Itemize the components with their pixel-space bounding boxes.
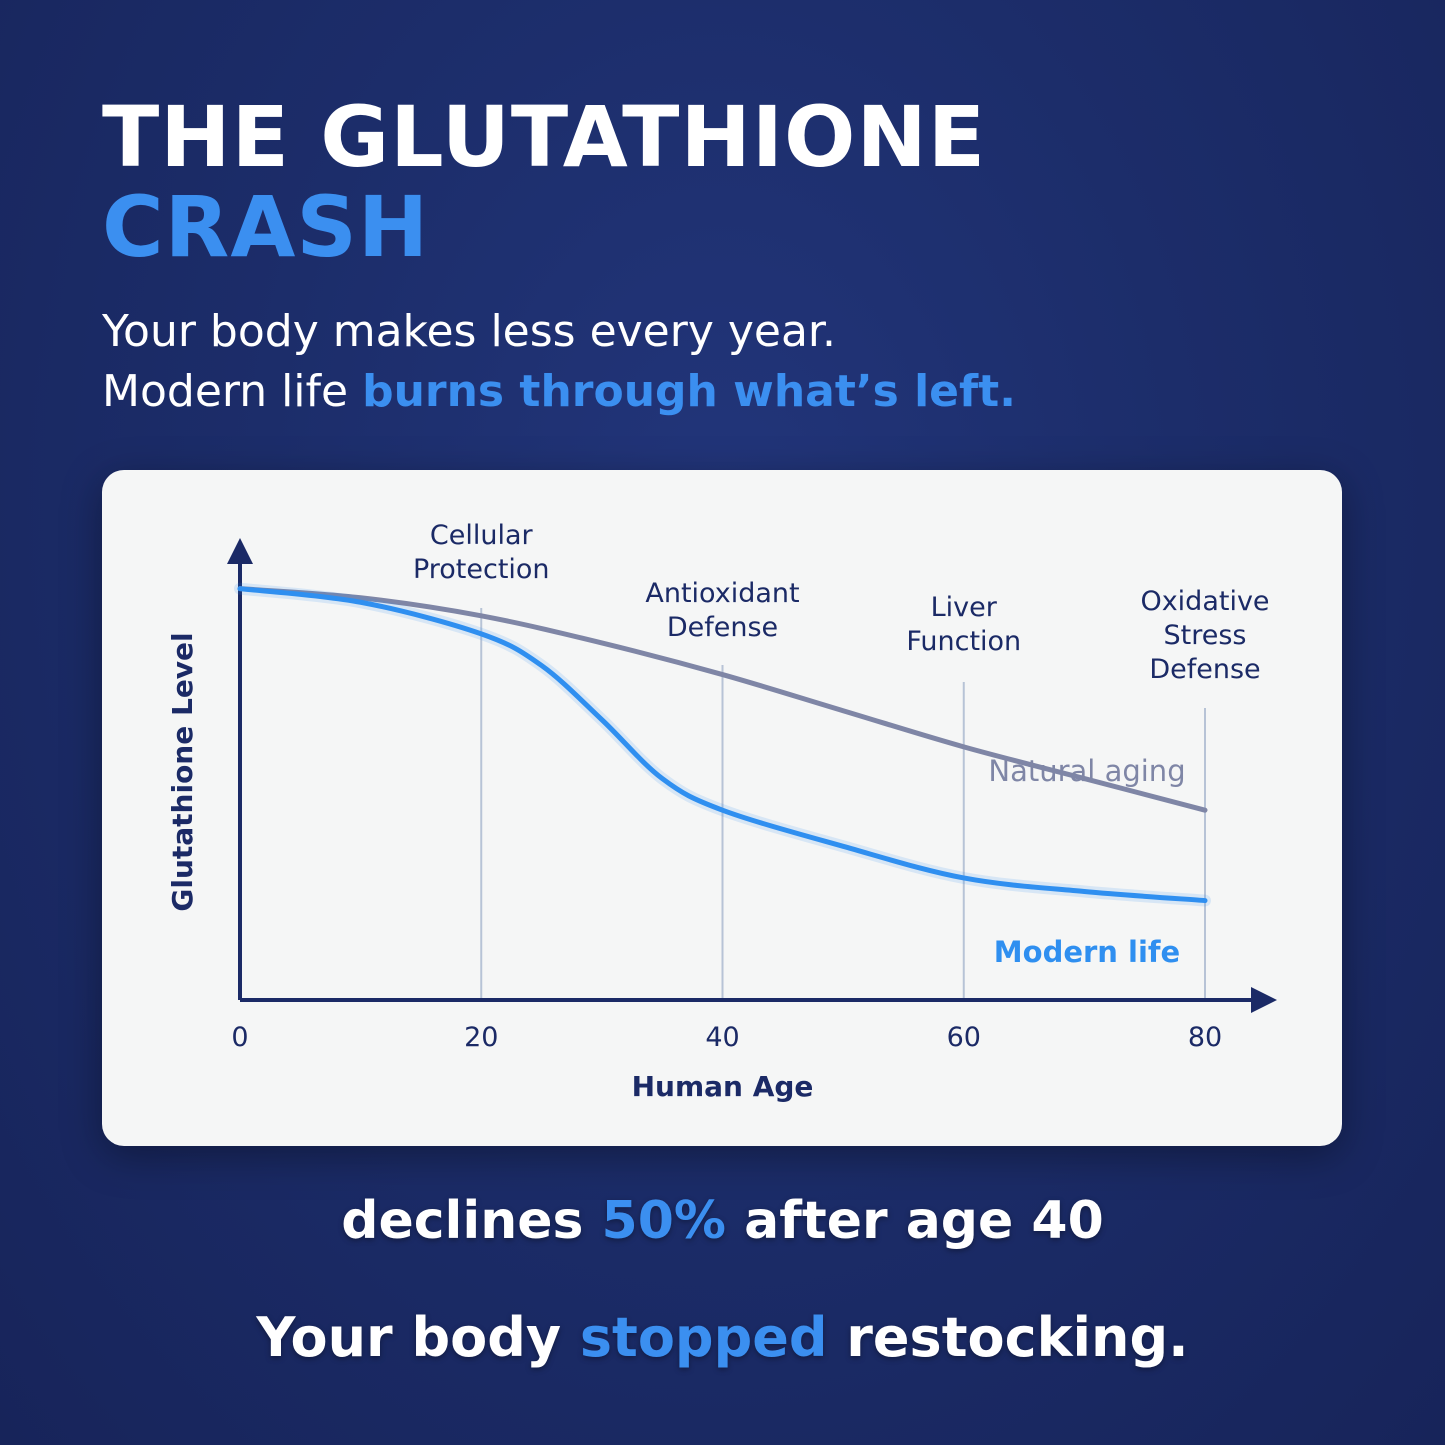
headline: THE GLUTATHIONE CRASH <box>102 92 986 272</box>
x-axis-arrow-icon <box>1251 987 1277 1013</box>
tagline-prefix: Your body <box>256 1306 580 1369</box>
annotation-label-3-1: Stress <box>1164 620 1247 651</box>
series-line-natural-aging <box>237 586 1208 813</box>
x-tick-label-4: 80 <box>1188 1022 1222 1053</box>
series-label-0: Natural aging <box>988 754 1185 788</box>
annotation-label-2-0: Liver <box>931 592 998 623</box>
y-axis-title: Glutathione Level <box>166 632 199 911</box>
series-line-modern-life <box>237 586 1208 904</box>
annotation-label-2-1: Function <box>906 626 1021 657</box>
decline-stat: declines 50% after age 40 <box>0 1186 1445 1256</box>
tagline-suffix: restocking. <box>827 1306 1189 1369</box>
x-tick-label-2: 40 <box>705 1022 739 1053</box>
x-tick-label-3: 60 <box>947 1022 981 1053</box>
tagline: Your body stopped restocking. <box>0 1302 1445 1374</box>
stat-value: 50% <box>601 1191 727 1251</box>
x-tick-label-0: 0 <box>231 1022 248 1053</box>
annotation-label-0-1: Protection <box>413 554 550 585</box>
subheadline: Your body makes less every year. Modern … <box>102 302 1016 422</box>
annotation-label-0-0: Cellular <box>430 520 534 551</box>
subheadline-line-2-accent: burns through what’s left. <box>362 366 1016 417</box>
x-axis-title: Human Age <box>632 1070 814 1103</box>
series-label-1: Modern life <box>994 935 1180 969</box>
glutathione-chart: CellularProtectionAntioxidantDefenseLive… <box>166 520 1277 1103</box>
annotation-label-3-0: Oxidative <box>1140 586 1269 617</box>
headline-line-2: CRASH <box>102 178 430 276</box>
subheadline-line-1: Your body makes less every year. <box>102 306 836 357</box>
y-axis-arrow-icon <box>227 538 253 564</box>
subheadline-line-2-plain: Modern life <box>102 366 363 417</box>
stat-prefix: declines <box>341 1191 602 1251</box>
chart-card: Cellular Protection Antioxidant Defense Live… <box>102 470 1342 1146</box>
annotation-label-1-0: Antioxidant <box>645 578 799 609</box>
stat-suffix: after age 40 <box>726 1191 1104 1251</box>
headline-line-1: THE GLUTATHIONE <box>102 88 987 186</box>
annotation-label-1-1: Defense <box>667 612 778 643</box>
annotation-label-3-2: Defense <box>1149 654 1260 685</box>
x-tick-label-1: 20 <box>464 1022 498 1053</box>
tagline-accent: stopped <box>579 1306 828 1369</box>
